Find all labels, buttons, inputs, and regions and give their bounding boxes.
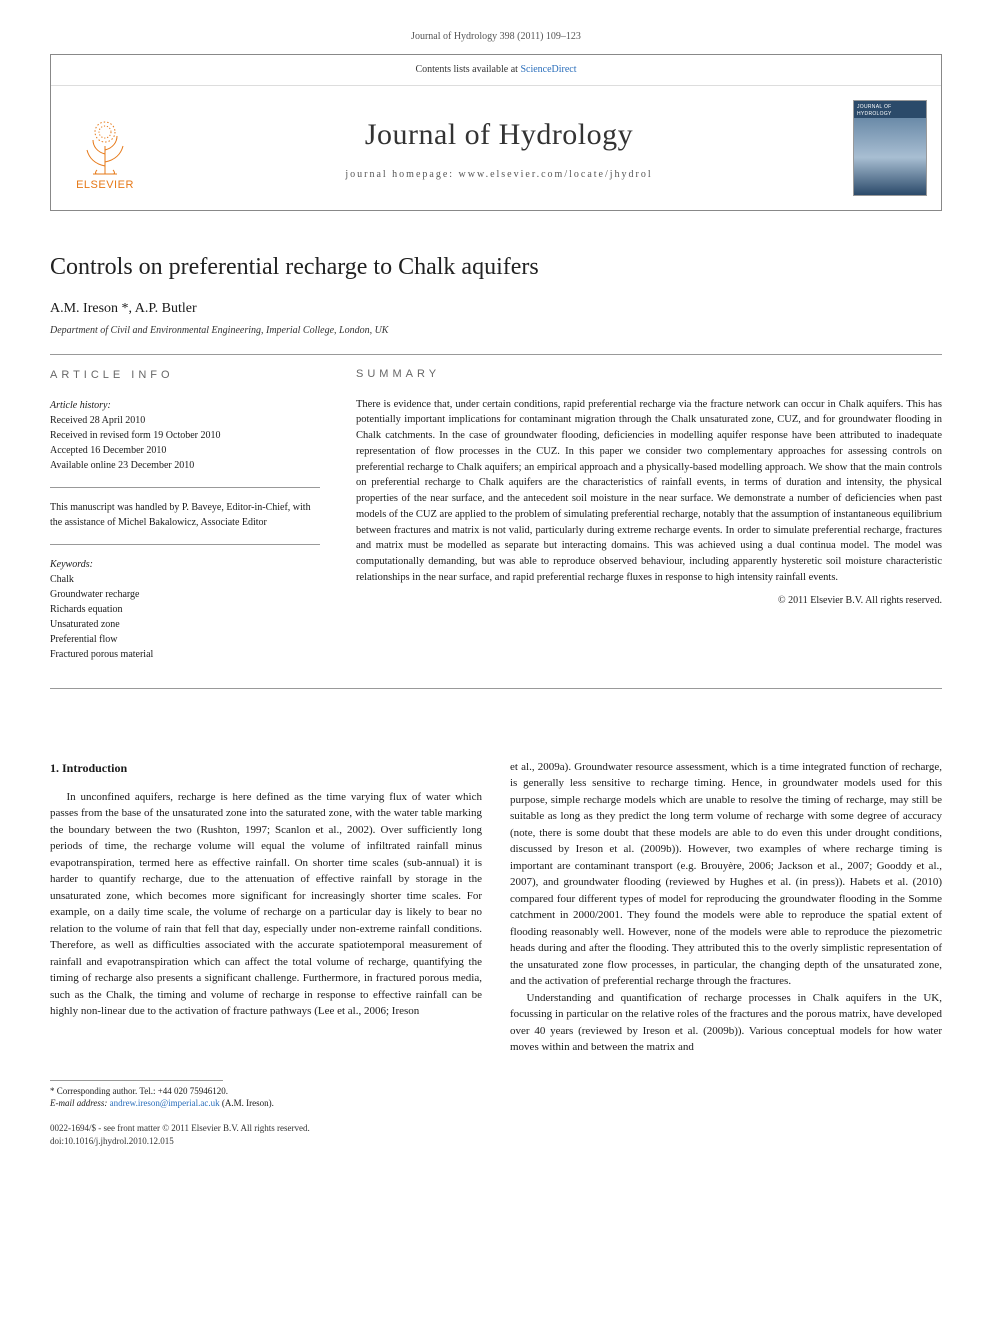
footnote-email-attr: (A.M. Ireson).	[220, 1098, 274, 1108]
rule-info-1	[50, 487, 320, 488]
section-1-heading: 1. Introduction	[50, 759, 482, 777]
contents-strip: Contents lists available at ScienceDirec…	[51, 55, 941, 86]
journal-title-block: Journal of Hydrology journal homepage: w…	[145, 114, 853, 182]
rule-bottom	[50, 688, 942, 689]
homepage-url[interactable]: www.elsevier.com/locate/jhydrol	[459, 169, 653, 180]
cover-title: JOURNAL OF HYDROLOGY	[857, 104, 923, 118]
footnotes: * Corresponding author. Tel.: +44 020 75…	[50, 1085, 482, 1110]
history-accepted: Accepted 16 December 2010	[50, 443, 320, 458]
keywords-block: Keywords: Chalk Groundwater recharge Ric…	[50, 557, 320, 662]
footnote-email[interactable]: andrew.ireson@imperial.ac.uk	[110, 1098, 220, 1108]
elsevier-wordmark: ELSEVIER	[76, 178, 134, 193]
body-col-left: 1. Introduction In unconfined aquifers, …	[50, 759, 482, 1149]
keywords-label: Keywords:	[50, 557, 320, 572]
info-summary-row: ARTICLE INFO Article history: Received 2…	[50, 367, 942, 676]
keyword-0: Chalk	[50, 572, 320, 587]
sciencedirect-link[interactable]: ScienceDirect	[520, 63, 576, 77]
footnote-corresponding: * Corresponding author. Tel.: +44 020 75…	[50, 1085, 482, 1098]
article-history-block: Article history: Received 28 April 2010 …	[50, 398, 320, 473]
authors-line: A.M. Ireson *, A.P. Butler	[50, 299, 942, 319]
history-revised: Received in revised form 19 October 2010	[50, 428, 320, 443]
affiliation: Department of Civil and Environmental En…	[50, 324, 942, 338]
footnote-email-line: E-mail address: andrew.ireson@imperial.a…	[50, 1097, 482, 1110]
copyright-line: © 2011 Elsevier B.V. All rights reserved…	[356, 594, 942, 608]
citation-line: Journal of Hydrology 398 (2011) 109–123	[50, 30, 942, 44]
keyword-4: Preferential flow	[50, 632, 320, 647]
elsevier-logo: ELSEVIER	[65, 103, 145, 193]
history-received: Received 28 April 2010	[50, 413, 320, 428]
journal-title: Journal of Hydrology	[145, 114, 853, 156]
journal-cover-thumb: JOURNAL OF HYDROLOGY	[853, 100, 927, 196]
history-online: Available online 23 December 2010	[50, 458, 320, 473]
keyword-1: Groundwater recharge	[50, 587, 320, 602]
summary-heading: SUMMARY	[356, 367, 942, 382]
footer-block: 0022-1694/$ - see front matter © 2011 El…	[50, 1122, 482, 1149]
history-label: Article history:	[50, 398, 320, 413]
footnote-email-label: E-mail address:	[50, 1098, 110, 1108]
col2-para-2: Understanding and quantification of rech…	[510, 990, 942, 1056]
keyword-3: Unsaturated zone	[50, 617, 320, 632]
summary-text: There is evidence that, under certain co…	[356, 397, 942, 586]
body-columns: 1. Introduction In unconfined aquifers, …	[50, 759, 942, 1149]
handling-note: This manuscript was handled by P. Baveye…	[50, 500, 320, 530]
intro-para-1: In unconfined aquifers, recharge is here…	[50, 789, 482, 1020]
footnote-rule	[50, 1080, 223, 1081]
article-title: Controls on preferential recharge to Cha…	[50, 251, 942, 285]
rule-info-2	[50, 544, 320, 545]
summary-col: SUMMARY There is evidence that, under ce…	[356, 367, 942, 676]
contents-prefix: Contents lists available at	[415, 63, 517, 77]
homepage-label: journal homepage:	[345, 169, 458, 180]
footer-doi: doi:10.1016/j.jhydrol.2010.12.015	[50, 1135, 482, 1149]
header-mid-row: ELSEVIER Journal of Hydrology journal ho…	[51, 86, 941, 210]
col2-para-1: et al., 2009a). Groundwater resource ass…	[510, 759, 942, 990]
homepage-line: journal homepage: www.elsevier.com/locat…	[145, 168, 853, 182]
article-info-col: ARTICLE INFO Article history: Received 2…	[50, 367, 320, 676]
footer-issn: 0022-1694/$ - see front matter © 2011 El…	[50, 1122, 482, 1136]
keyword-2: Richards equation	[50, 602, 320, 617]
body-col-right: et al., 2009a). Groundwater resource ass…	[510, 759, 942, 1149]
journal-header-box: Contents lists available at ScienceDirec…	[50, 54, 942, 211]
keyword-5: Fractured porous material	[50, 647, 320, 662]
rule-top	[50, 354, 942, 355]
elsevier-tree-icon	[75, 116, 135, 176]
article-info-heading: ARTICLE INFO	[50, 367, 320, 384]
